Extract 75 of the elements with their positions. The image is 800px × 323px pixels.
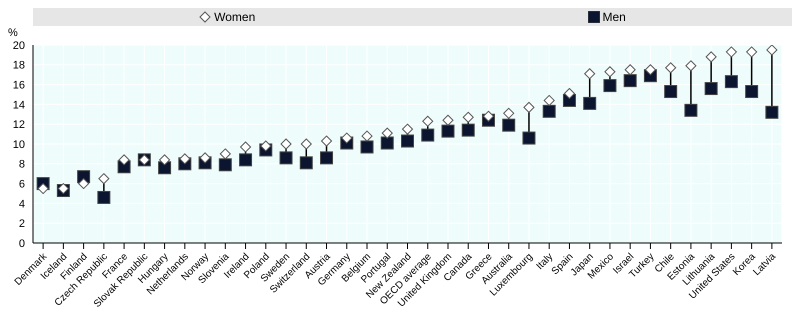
- point: [97, 190, 110, 204]
- point: [382, 128, 393, 139]
- point: [321, 136, 332, 147]
- y-tick-label: 14: [12, 99, 25, 112]
- point: [159, 154, 170, 166]
- point: [362, 130, 373, 142]
- y-tick-label: 12: [12, 119, 25, 132]
- point: [341, 132, 352, 144]
- point: [603, 79, 616, 92]
- point: [664, 85, 678, 98]
- point: [300, 138, 312, 150]
- y-tick-label: 18: [12, 60, 25, 72]
- point: [502, 118, 516, 132]
- point: [482, 110, 494, 122]
- point: [442, 114, 454, 126]
- point: [158, 161, 172, 174]
- point: [280, 138, 292, 150]
- point: [200, 152, 211, 164]
- point: [402, 124, 413, 135]
- point: [218, 158, 232, 172]
- point: [320, 151, 334, 164]
- point: [462, 112, 474, 123]
- y-tick-label: 16: [12, 80, 25, 92]
- point: [179, 153, 190, 164]
- point: [422, 116, 434, 127]
- point: [644, 64, 656, 76]
- point: [684, 104, 698, 117]
- point: [58, 183, 69, 194]
- point: [544, 94, 555, 106]
- y-tick-label: 4: [18, 198, 25, 210]
- legend-label: Women: [214, 10, 256, 24]
- point: [584, 68, 596, 80]
- y-tick-label: 20: [12, 40, 25, 52]
- point: [239, 153, 252, 166]
- point: [441, 124, 454, 138]
- point: [462, 124, 475, 137]
- point: [604, 66, 616, 78]
- point: [624, 64, 636, 76]
- point: [765, 106, 778, 119]
- point: [583, 96, 596, 110]
- point: [704, 82, 718, 96]
- point: [220, 148, 231, 160]
- y-tick-label: 6: [18, 178, 25, 191]
- point: [240, 141, 252, 152]
- point: [421, 128, 434, 142]
- point: [746, 46, 758, 58]
- point: [523, 102, 534, 113]
- point: [745, 85, 758, 98]
- point: [360, 140, 374, 154]
- point: [78, 178, 90, 190]
- point: [564, 88, 575, 100]
- point: [522, 132, 536, 145]
- y-tick-label: 10: [12, 138, 25, 151]
- point: [260, 140, 272, 152]
- point: [38, 183, 49, 194]
- point: [685, 60, 696, 72]
- point: [624, 74, 637, 88]
- point: [726, 46, 737, 58]
- point: [665, 62, 676, 74]
- y-axis-title: %: [8, 27, 19, 39]
- legend-label: Men: [602, 10, 626, 24]
- point: [542, 104, 556, 118]
- y-tick-label: 2: [18, 218, 25, 230]
- y-tick-label: 8: [18, 158, 25, 171]
- point: [401, 134, 414, 148]
- point: [706, 51, 717, 62]
- point: [98, 173, 110, 184]
- y-tick-label: 0: [18, 238, 25, 250]
- point: [280, 151, 293, 164]
- point: [766, 45, 778, 56]
- point: [503, 108, 514, 119]
- point: [300, 156, 313, 170]
- point: [118, 154, 130, 166]
- point: [724, 75, 738, 88]
- point: [380, 136, 394, 150]
